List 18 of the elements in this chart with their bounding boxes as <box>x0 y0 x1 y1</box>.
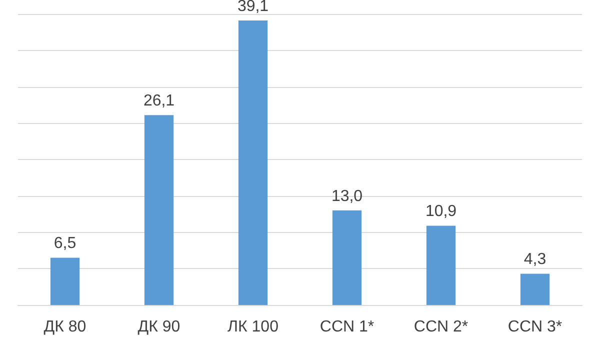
bar <box>144 115 174 305</box>
x-tick-label: CCN 1* <box>320 318 374 336</box>
x-tick-label: ЛК 100 <box>228 318 279 336</box>
data-label: 39,1 <box>237 0 269 16</box>
data-label: 6,5 <box>54 235 76 252</box>
bar <box>332 210 362 305</box>
data-label: 4,3 <box>524 251 546 268</box>
bar <box>426 226 456 305</box>
x-tick-label: CCN 2* <box>414 318 468 336</box>
data-label: 13,0 <box>331 188 363 205</box>
bar <box>238 20 268 305</box>
bar <box>50 258 80 305</box>
x-tick-label: ДК 80 <box>44 318 86 336</box>
bar <box>520 274 550 305</box>
x-tick-label: ДК 90 <box>138 318 180 336</box>
x-tick-label: CCN 3* <box>508 318 562 336</box>
data-label: 26,1 <box>143 92 175 110</box>
data-label: 10,9 <box>425 203 457 220</box>
